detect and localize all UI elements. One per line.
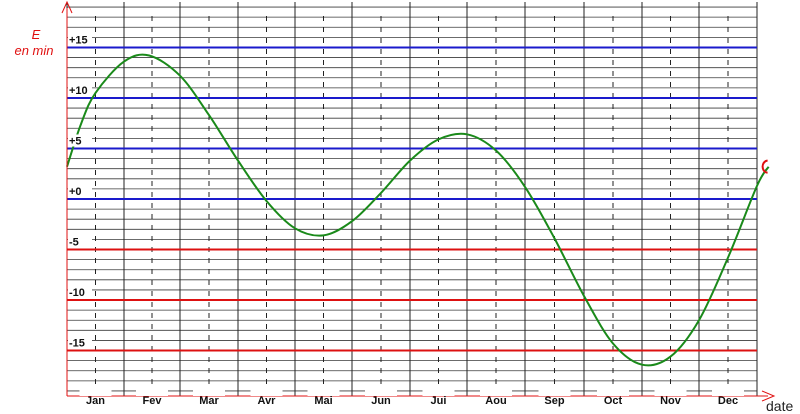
y-axis-label-symbol: E — [32, 27, 41, 42]
month-labels: Jan Fev Mar Avr Mai Jun Jui Aou Sep Oct Nov Dec — [79, 384, 744, 407]
x-axis-arrowhead — [761, 390, 776, 402]
y-tick-label: -10 — [69, 287, 85, 299]
month-label: Sep — [544, 395, 564, 407]
month-label: Jui — [431, 395, 447, 407]
month-label-bg — [712, 384, 744, 396]
month-label: Jun — [371, 395, 391, 407]
month-label: Oct — [604, 395, 623, 407]
tick-label-bg — [68, 286, 92, 299]
month-label-bg — [136, 384, 168, 396]
month-label-bg — [193, 384, 225, 396]
tick-label-bg — [68, 83, 92, 96]
tick-label-bg — [68, 185, 92, 197]
month-label: Mar — [199, 395, 219, 407]
equation-of-time-curve — [66, 53, 770, 367]
month-label-bg — [250, 384, 283, 396]
month-label: Avr — [258, 395, 277, 407]
tick-label-bg — [68, 134, 92, 147]
month-label: Fev — [143, 395, 163, 407]
month-label: Dec — [718, 395, 738, 407]
y-tick-label: -5 — [69, 237, 79, 249]
labels: E en min date — [14, 27, 793, 414]
y-tick-labels: +15 +10 +5 +0 -5 -10 -15 — [68, 33, 92, 350]
month-label: Nov — [660, 395, 682, 407]
reference-lines — [67, 46, 757, 352]
y-tick-label: +10 — [69, 85, 88, 97]
month-label-bg — [538, 384, 571, 396]
x-axis-label: date — [766, 398, 793, 414]
y-axis-arrowhead — [61, 0, 73, 14]
y-axis-label-unit: en min — [14, 43, 53, 58]
month-label-bg — [365, 384, 397, 396]
month-label-bg — [480, 384, 512, 396]
month-label-bg — [654, 384, 687, 396]
curve-end-marker — [761, 159, 768, 174]
tick-label-bg — [68, 336, 92, 349]
grid — [66, 2, 758, 396]
month-label: Jan — [86, 395, 105, 407]
axes — [61, 0, 776, 402]
tick-label-bg — [68, 33, 92, 46]
series-layer — [66, 53, 770, 367]
month-label: Mai — [314, 395, 332, 407]
month-label-bg — [307, 384, 340, 396]
month-label-bg — [597, 384, 629, 396]
y-tick-label: +0 — [69, 186, 82, 198]
month-label-bg — [79, 384, 112, 396]
y-tick-label: +5 — [69, 135, 82, 147]
y-tick-label: -15 — [69, 338, 85, 350]
month-label-bg — [422, 384, 455, 396]
y-tick-label: +15 — [69, 34, 88, 46]
month-label: Aou — [485, 395, 506, 407]
tick-label-bg — [68, 235, 92, 248]
